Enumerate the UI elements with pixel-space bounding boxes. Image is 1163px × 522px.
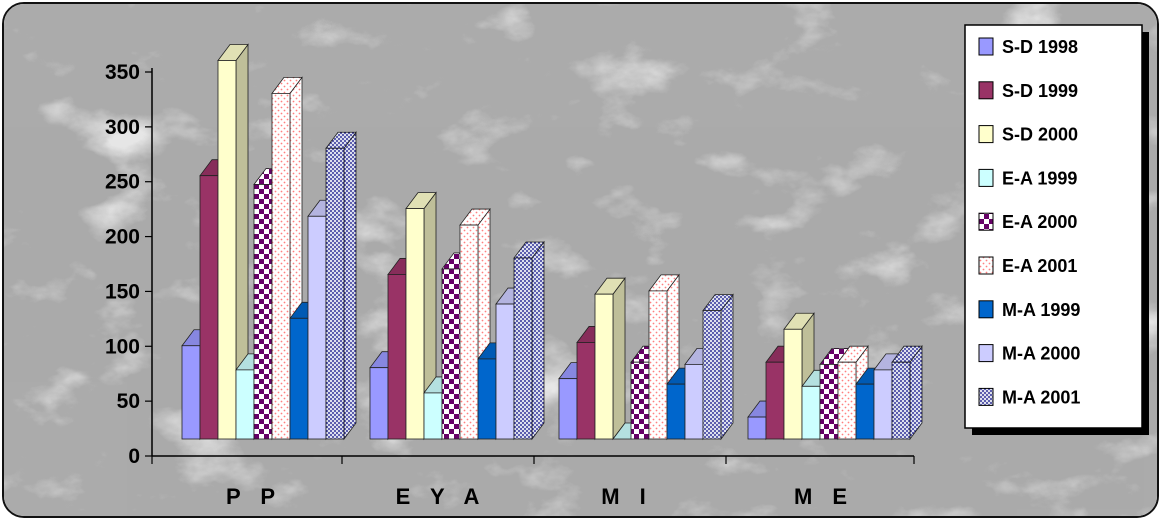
legend-box xyxy=(964,24,1143,429)
legend-label: S-D 1998 xyxy=(1002,37,1078,57)
axes: 0 50 100 150 200 250 300 350 xyxy=(105,61,915,468)
y-tick-label: 250 xyxy=(105,171,140,194)
x-category-label: M E xyxy=(794,484,854,509)
legend-item: S-D 1998 xyxy=(978,37,1078,57)
legend-swatch xyxy=(978,125,994,144)
legend-swatch xyxy=(978,37,994,56)
legend-swatch xyxy=(978,344,994,363)
x-category-label: M I xyxy=(601,484,653,509)
bar xyxy=(325,131,357,441)
legend-label: M-A 1999 xyxy=(1002,300,1080,320)
legend-swatch xyxy=(978,212,994,231)
bar xyxy=(891,345,923,441)
legend-item: E-A 1999 xyxy=(978,168,1077,188)
y-tick-label: 350 xyxy=(105,61,140,84)
bar xyxy=(702,293,734,441)
x-category-label: E Y A xyxy=(396,484,487,509)
legend-label: E-A 2000 xyxy=(1002,212,1077,232)
bar xyxy=(594,276,626,441)
legend-swatch xyxy=(978,168,994,187)
x-category-label: P P xyxy=(226,484,282,509)
legend: S-D 1998 S-D 1999 S-D 2000 E-A 1999 E-A 2000… xyxy=(964,24,1149,435)
legend-swatch xyxy=(978,387,994,406)
legend-item: E-A 2001 xyxy=(978,256,1077,276)
legend-item: M-A 1999 xyxy=(978,300,1080,320)
legend-label: S-D 2000 xyxy=(1002,125,1078,145)
legend-item: M-A 2000 xyxy=(978,344,1080,364)
legend-item: E-A 2000 xyxy=(978,212,1077,232)
chart: 0 50 100 150 200 250 300 350 P P E Y A M I M E S-D… xyxy=(4,4,1157,516)
bars xyxy=(181,43,923,441)
legend-label: M-A 2000 xyxy=(1002,344,1080,364)
legend-item: S-D 1999 xyxy=(978,81,1078,101)
legend-item: M-A 2001 xyxy=(978,387,1080,407)
y-tick-label: 50 xyxy=(117,390,140,413)
y-tick-label: 150 xyxy=(105,280,140,303)
bar xyxy=(513,240,545,441)
y-tick-label: 200 xyxy=(105,226,140,249)
y-tick-label: 100 xyxy=(105,335,140,358)
legend-item: S-D 2000 xyxy=(978,125,1078,145)
legend-swatch xyxy=(978,256,994,275)
legend-label: S-D 1999 xyxy=(1002,81,1078,101)
y-tick-label: 300 xyxy=(105,116,140,139)
y-tick-label: 0 xyxy=(128,445,140,468)
legend-label: M-A 2001 xyxy=(1002,387,1080,407)
legend-label: E-A 2001 xyxy=(1002,256,1077,276)
legend-swatch xyxy=(978,81,994,100)
legend-swatch xyxy=(978,300,994,319)
legend-label: E-A 1999 xyxy=(1002,168,1077,188)
